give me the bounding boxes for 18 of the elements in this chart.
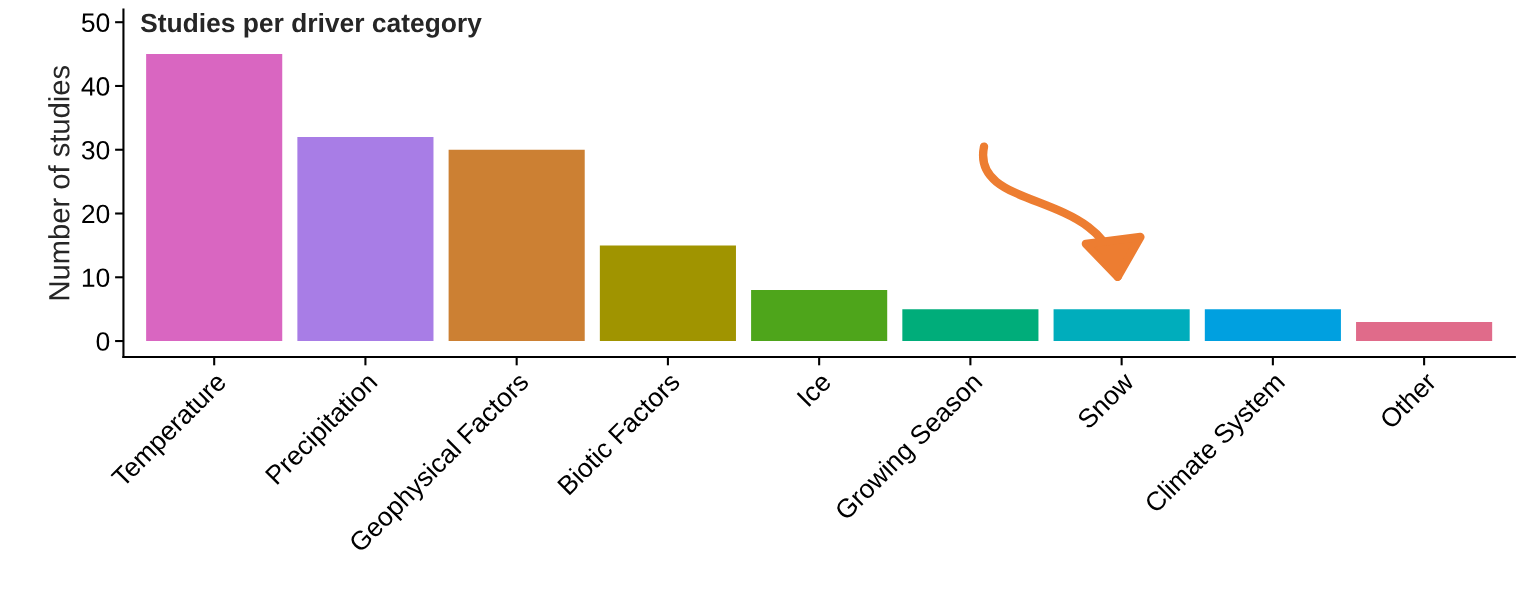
bar xyxy=(1204,309,1341,342)
y-axis-title: Number of studies xyxy=(48,65,70,300)
y-tick-label: 40 xyxy=(81,77,110,96)
chart-title: Studies per driver category xyxy=(140,12,482,38)
y-tick-label: 0 xyxy=(96,332,110,351)
bar xyxy=(751,290,888,342)
bar xyxy=(146,54,283,342)
y-tick-label: 30 xyxy=(81,140,110,160)
bar xyxy=(1053,309,1190,342)
bar xyxy=(448,149,585,342)
bar xyxy=(297,136,434,342)
bar xyxy=(599,245,736,342)
bar xyxy=(1356,321,1493,342)
bar xyxy=(902,309,1039,342)
y-tick-label: 20 xyxy=(82,204,110,224)
x-tick-label: Ice xyxy=(796,371,833,408)
y-tick-label: 50 xyxy=(81,13,110,33)
y-tick-label: 10 xyxy=(82,268,110,288)
